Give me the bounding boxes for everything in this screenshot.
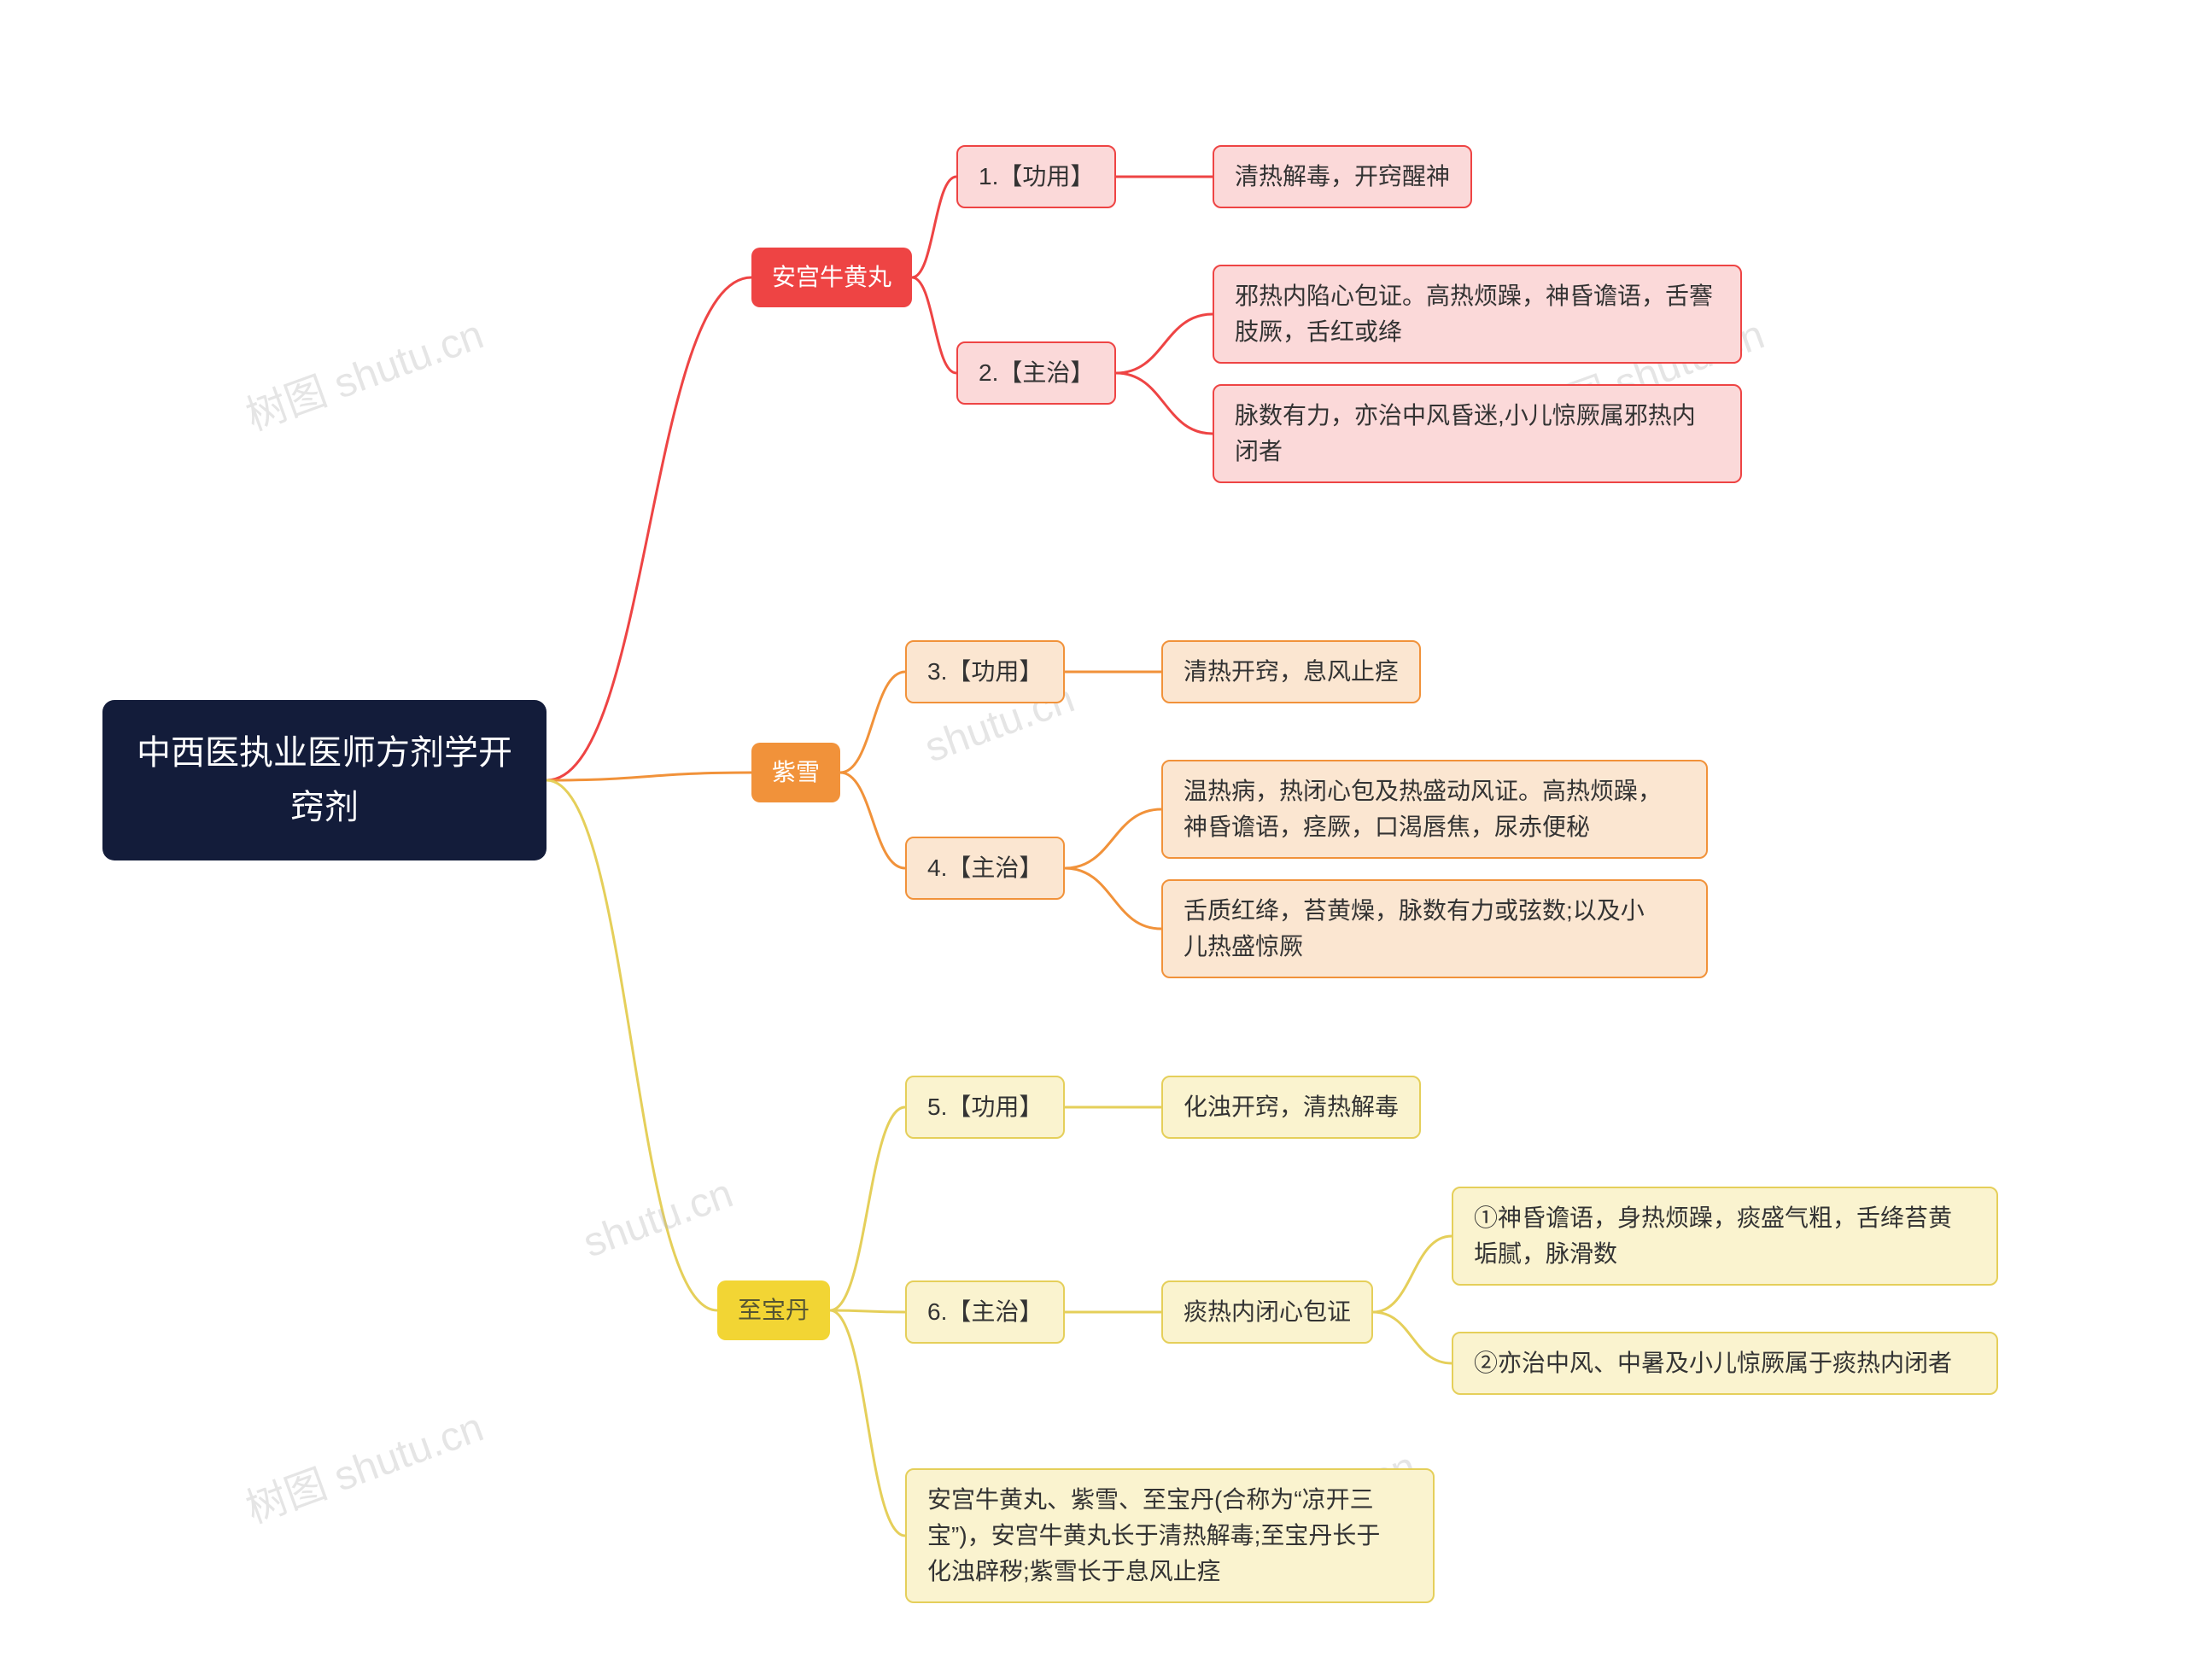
mindmap-node: 邪热内陷心包证。高热烦躁，神昏谵语，舌謇 肢厥，舌红或绛 <box>1213 265 1742 364</box>
watermark: 树图 shutu.cn <box>237 1393 490 1534</box>
mindmap-node: 6.【主治】 <box>905 1280 1065 1344</box>
mindmap-node: 脉数有力，亦治中风昏迷,小儿惊厥属邪热内 闭者 <box>1213 384 1742 483</box>
mindmap-node: 3.【功用】 <box>905 640 1065 703</box>
watermark: shutu.cn <box>577 1170 739 1268</box>
mindmap-node: 2.【主治】 <box>956 341 1116 405</box>
mindmap-node: 安宫牛黄丸 <box>751 248 912 307</box>
mindmap-node: 温热病，热闭心包及热盛动风证。高热烦躁， 神昏谵语，痉厥，口渴唇焦，尿赤便秘 <box>1161 760 1708 859</box>
mindmap-node: 1.【功用】 <box>956 145 1116 208</box>
root-node: 中西医执业医师方剂学开 窍剂 <box>102 700 546 860</box>
mindmap-node: 安宫牛黄丸、紫雪、至宝丹(合称为“凉开三 宝”)，安宫牛黄丸长于清热解毒;至宝丹… <box>905 1468 1435 1603</box>
mindmap-node: 紫雪 <box>751 743 840 802</box>
mindmap-node: ①神昏谵语，身热烦躁，痰盛气粗，舌绛苔黄 垢腻，脉滑数 <box>1452 1187 1998 1286</box>
mindmap-node: 清热开窍，息风止痉 <box>1161 640 1421 703</box>
mindmap-node: 5.【功用】 <box>905 1076 1065 1139</box>
mindmap-node: 4.【主治】 <box>905 837 1065 900</box>
mindmap-node: 化浊开窍，清热解毒 <box>1161 1076 1421 1139</box>
mindmap-node: 舌质红绛，苔黄燥，脉数有力或弦数;以及小 儿热盛惊厥 <box>1161 879 1708 978</box>
mindmap-node: 痰热内闭心包证 <box>1161 1280 1373 1344</box>
mindmap-node: 清热解毒，开窍醒神 <box>1213 145 1472 208</box>
mindmap-node: ②亦治中风、中暑及小儿惊厥属于痰热内闭者 <box>1452 1332 1998 1395</box>
mindmap-node: 至宝丹 <box>717 1280 830 1340</box>
watermark: 树图 shutu.cn <box>237 300 490 441</box>
